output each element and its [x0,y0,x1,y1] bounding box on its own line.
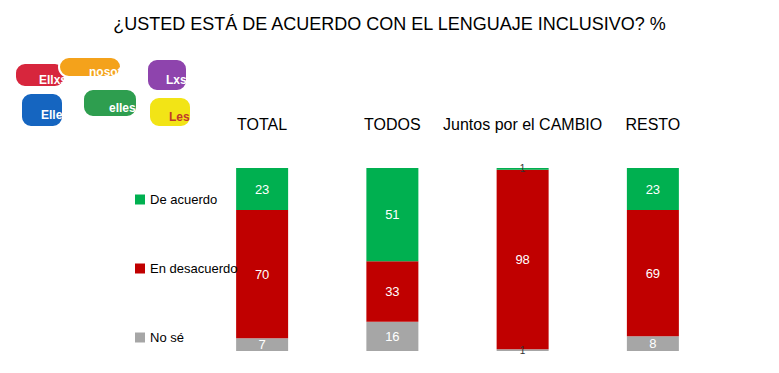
svg-text:7: 7 [259,337,266,352]
svg-text:1: 1 [520,345,526,356]
svg-text:23: 23 [646,182,660,197]
svg-text:No sé: No sé [150,330,184,345]
svg-text:98: 98 [515,252,529,267]
svg-text:70: 70 [255,267,269,282]
svg-text:Elle: Elle [41,108,63,122]
svg-text:69: 69 [646,266,660,281]
svg-text:33: 33 [385,284,399,299]
svg-text:16: 16 [385,329,399,344]
svg-text:8: 8 [649,336,656,351]
svg-text:51: 51 [385,207,399,222]
svg-text:TOTAL: TOTAL [237,116,287,133]
svg-text:RESTO: RESTO [625,116,680,133]
svg-text:Ellxs: Ellxs [39,73,67,87]
svg-text:TODOS: TODOS [364,116,421,133]
svg-text:1: 1 [520,163,526,174]
svg-text:En desacuerdo: En desacuerdo [150,261,237,276]
svg-text:Lxs: Lxs [166,73,187,87]
svg-text:elles: elles [109,101,136,115]
svg-text:Juntos por el CAMBIO: Juntos por el CAMBIO [443,116,602,133]
svg-text:De acuerdo: De acuerdo [150,192,217,207]
svg-text:¿USTED ESTÁ DE ACUERDO CON EL: ¿USTED ESTÁ DE ACUERDO CON EL LENGUAJE I… [113,14,665,34]
svg-text:23: 23 [255,182,269,197]
svg-text:Les: Les [169,110,190,124]
svg-text:nosotres: nosotres [89,65,140,79]
